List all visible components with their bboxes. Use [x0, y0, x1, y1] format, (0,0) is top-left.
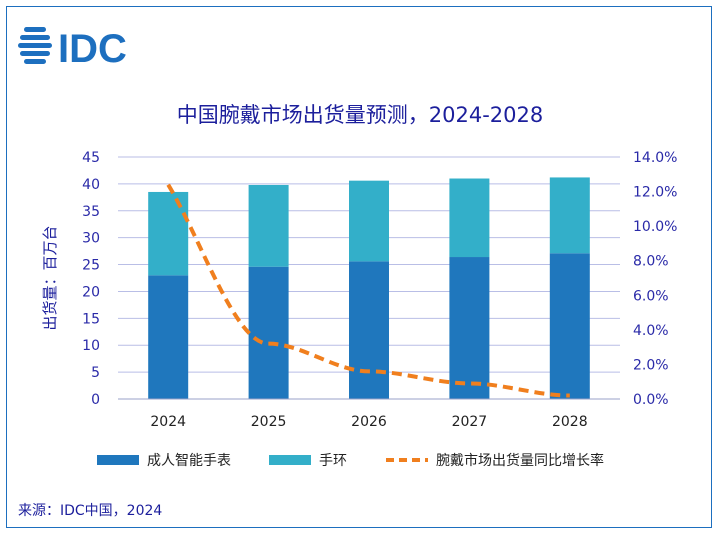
bars	[148, 177, 590, 399]
y2-tick-label: 10.0%	[633, 219, 677, 235]
bar-bracelet	[449, 178, 490, 258]
y2-tick-label: 14.0%	[633, 150, 677, 166]
y-tick-label: 10	[82, 338, 100, 354]
legend-swatch-bracelet	[269, 455, 311, 465]
legend-label-adult: 成人智能手表	[147, 453, 231, 469]
x-tick-label: 2024	[150, 414, 186, 430]
legend-label-growth: 腕戴市场出货量同比增长率	[436, 452, 604, 469]
bar-bracelet	[549, 177, 590, 254]
y-tick-label: 40	[82, 177, 100, 193]
x-tick-label: 2026	[351, 414, 387, 430]
y-tick-label: 30	[82, 231, 100, 247]
globe-stripes-icon	[18, 27, 52, 64]
legend-label-bracelet: 手环	[319, 453, 347, 469]
y2-tick-label: 0.0%	[633, 392, 669, 408]
x-tick-label: 2025	[251, 414, 287, 430]
y-axis-left: 0 5 10 15 20 25 30 35 40 45	[82, 150, 100, 408]
x-tick-label: 2028	[552, 414, 588, 430]
y-axis-right: 0.0% 2.0% 4.0% 6.0% 8.0% 10.0% 12.0% 14.0%	[633, 150, 677, 408]
y2-tick-label: 4.0%	[633, 323, 669, 339]
bar-adult-smartwatch	[248, 266, 289, 399]
source-note: 来源：IDC中国，2024	[18, 503, 162, 519]
y-tick-label: 25	[82, 258, 100, 274]
bar-bracelet	[349, 180, 389, 262]
bar-bracelet	[148, 191, 189, 276]
legend: 成人智能手表 手环 腕戴市场出货量同比增长率	[97, 452, 604, 469]
chart-title: 中国腕戴市场出货量预测，2024-2028	[177, 103, 543, 127]
bar-adult-smartwatch	[549, 253, 590, 399]
y2-tick-label: 12.0%	[633, 185, 677, 201]
growth-line	[166, 183, 570, 398]
y2-tick-label: 6.0%	[633, 288, 669, 304]
y-tick-label: 15	[82, 311, 100, 327]
y-tick-label: 20	[82, 284, 100, 300]
x-axis: 2024 2025 2026 2027 2028	[118, 398, 620, 430]
bar-adult-smartwatch	[349, 261, 389, 399]
bar-bracelet	[248, 184, 289, 267]
x-tick-label: 2027	[452, 414, 488, 430]
y-tick-label: 45	[82, 150, 100, 166]
y-axis-label: 出货量：百万台	[41, 225, 59, 330]
y-tick-label: 35	[82, 204, 100, 220]
y-tick-label: 5	[91, 365, 100, 381]
y2-tick-label: 8.0%	[633, 254, 669, 270]
idc-logo: IDC	[18, 27, 127, 71]
growth-rate-line	[166, 183, 570, 398]
logo-text: IDC	[58, 27, 127, 71]
y2-tick-label: 2.0%	[633, 357, 669, 373]
legend-swatch-adult	[97, 455, 139, 465]
bar-adult-smartwatch	[449, 257, 490, 399]
y-tick-label: 0	[91, 392, 100, 408]
bar-adult-smartwatch	[148, 275, 189, 399]
